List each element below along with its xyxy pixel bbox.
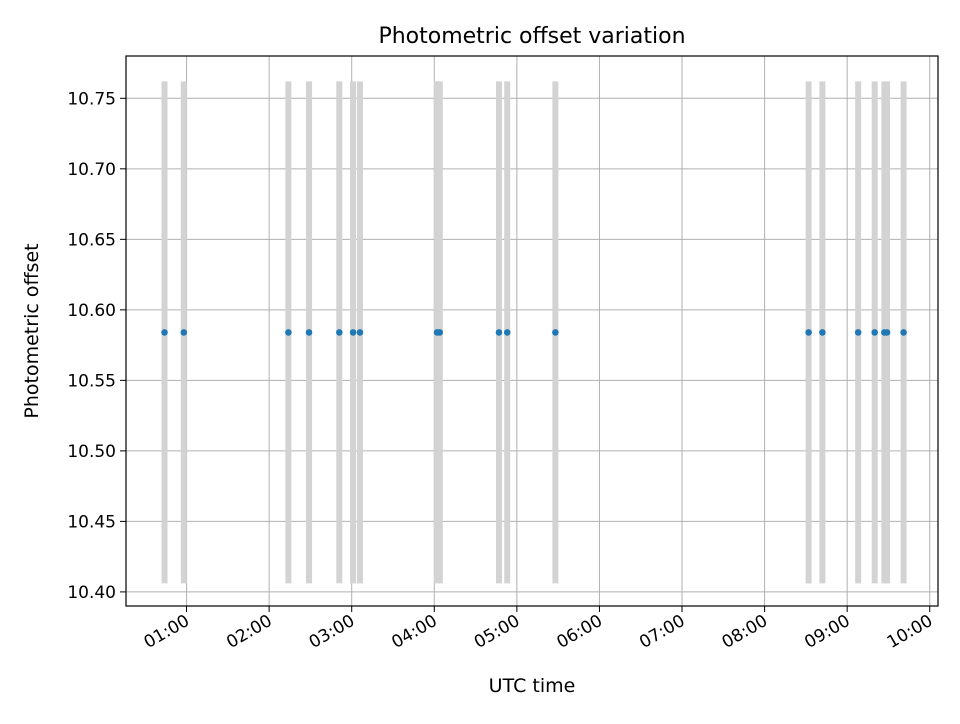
data-point [336, 329, 343, 336]
plot-area-background [126, 56, 938, 606]
y-tick-label: 10.70 [67, 160, 116, 180]
y-tick-label: 10.50 [67, 442, 116, 462]
y-tick-label: 10.60 [67, 301, 116, 321]
data-point [854, 329, 862, 336]
plot-frame [125, 55, 939, 607]
data-point [436, 329, 444, 336]
x-axis-label: UTC time [489, 675, 576, 697]
chart-title: Photometric offset variation [378, 24, 685, 49]
y-tick-label: 10.40 [67, 583, 116, 603]
data-point [552, 329, 559, 336]
data-point [349, 329, 357, 336]
data-point [356, 329, 364, 336]
data-point [883, 329, 891, 336]
y-tick-label: 10.45 [67, 512, 116, 532]
data-point [900, 329, 907, 336]
y-tick-label: 10.75 [67, 89, 116, 109]
y-tick-label: 10.55 [67, 371, 116, 391]
data-point [161, 329, 168, 336]
data-point [871, 329, 878, 336]
data-point [819, 329, 826, 336]
data-point [503, 329, 511, 336]
data-point [805, 329, 812, 336]
y-axis-label: Photometric offset [21, 243, 43, 418]
y-tick-label: 10.65 [67, 230, 116, 250]
data-point [305, 329, 313, 336]
data-point [180, 329, 188, 336]
point-layer [161, 329, 907, 336]
data-point [495, 329, 503, 336]
data-point [285, 329, 292, 336]
